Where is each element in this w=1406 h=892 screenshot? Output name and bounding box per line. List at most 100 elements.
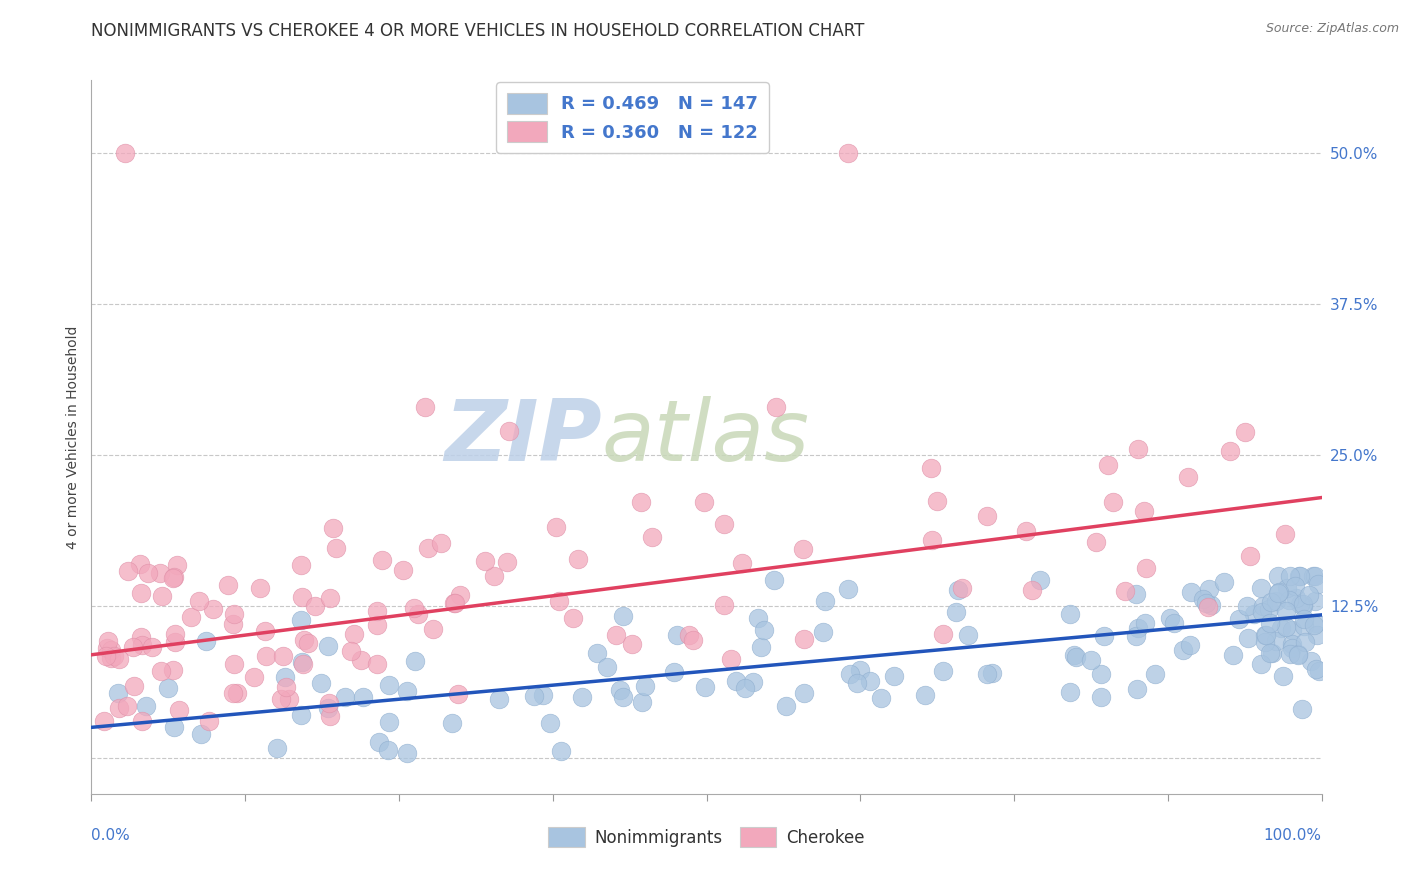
Point xyxy=(741,675,763,690)
Point xyxy=(605,627,627,641)
Point xyxy=(291,590,314,604)
Point xyxy=(141,640,163,654)
Point xyxy=(837,582,859,596)
Point xyxy=(1063,648,1085,662)
Point xyxy=(274,680,297,694)
Point xyxy=(1097,458,1119,472)
Point xyxy=(724,674,747,689)
Point xyxy=(406,607,429,621)
Point xyxy=(1260,595,1282,609)
Point xyxy=(932,626,955,640)
Point xyxy=(391,563,413,577)
Point xyxy=(793,686,815,700)
Point xyxy=(304,599,326,613)
Point xyxy=(1029,573,1052,587)
Point xyxy=(1177,470,1199,484)
Point xyxy=(202,602,225,616)
Point xyxy=(243,670,266,684)
Point xyxy=(749,640,772,654)
Point xyxy=(129,557,152,571)
Point xyxy=(190,727,212,741)
Point xyxy=(1294,635,1316,649)
Point xyxy=(762,573,785,587)
Point xyxy=(350,653,373,667)
Point xyxy=(440,716,463,731)
Point xyxy=(1278,592,1301,607)
Point xyxy=(1197,599,1219,614)
Point xyxy=(1279,569,1302,583)
Point xyxy=(122,640,145,655)
Point xyxy=(396,747,419,761)
Point xyxy=(1274,620,1296,634)
Point xyxy=(1254,628,1277,642)
Point xyxy=(1219,444,1241,458)
Legend: Nonimmigrants, Cherokee: Nonimmigrants, Cherokee xyxy=(541,821,872,854)
Point xyxy=(1291,701,1313,715)
Point xyxy=(135,699,157,714)
Point xyxy=(1222,648,1244,663)
Point xyxy=(1258,602,1281,616)
Point xyxy=(163,627,186,641)
Point xyxy=(129,586,152,600)
Point xyxy=(149,566,172,580)
Point xyxy=(395,683,418,698)
Point xyxy=(150,664,173,678)
Point xyxy=(1289,569,1312,583)
Point xyxy=(188,594,211,608)
Point xyxy=(1132,504,1154,518)
Point xyxy=(167,703,190,717)
Point xyxy=(523,690,546,704)
Point xyxy=(693,680,716,694)
Point xyxy=(163,570,186,584)
Point xyxy=(97,634,120,648)
Point xyxy=(932,664,955,678)
Point xyxy=(1233,425,1256,439)
Point xyxy=(166,558,188,573)
Point xyxy=(713,598,735,612)
Point xyxy=(609,682,631,697)
Point xyxy=(956,628,979,642)
Point xyxy=(318,591,340,605)
Point xyxy=(273,670,295,684)
Point xyxy=(498,424,520,438)
Point xyxy=(96,648,118,663)
Point xyxy=(1305,594,1327,608)
Point xyxy=(117,564,139,578)
Point xyxy=(612,609,634,624)
Point xyxy=(377,742,399,756)
Point xyxy=(1239,549,1261,563)
Point xyxy=(1284,579,1306,593)
Point xyxy=(366,618,388,632)
Point xyxy=(138,566,160,580)
Point xyxy=(1125,629,1147,643)
Point xyxy=(249,581,271,595)
Point xyxy=(271,648,294,663)
Point xyxy=(449,588,471,602)
Point xyxy=(1305,569,1327,583)
Point xyxy=(837,145,859,160)
Point xyxy=(859,673,882,688)
Point xyxy=(291,657,314,671)
Point xyxy=(108,652,131,666)
Point xyxy=(1059,685,1081,699)
Point xyxy=(290,558,312,572)
Point xyxy=(562,611,585,625)
Point xyxy=(839,667,862,681)
Point xyxy=(1251,606,1274,620)
Point xyxy=(1253,635,1275,649)
Point xyxy=(678,628,700,642)
Point xyxy=(1306,628,1329,642)
Y-axis label: 4 or more Vehicles in Household: 4 or more Vehicles in Household xyxy=(66,326,80,549)
Point xyxy=(1251,599,1274,614)
Point xyxy=(325,541,347,555)
Point xyxy=(1267,586,1289,600)
Point xyxy=(343,627,366,641)
Point xyxy=(1212,574,1234,589)
Point xyxy=(664,665,686,679)
Point xyxy=(693,495,716,509)
Point xyxy=(292,633,315,648)
Point xyxy=(447,687,470,701)
Point xyxy=(1059,607,1081,621)
Point xyxy=(1125,587,1147,601)
Point xyxy=(482,568,505,582)
